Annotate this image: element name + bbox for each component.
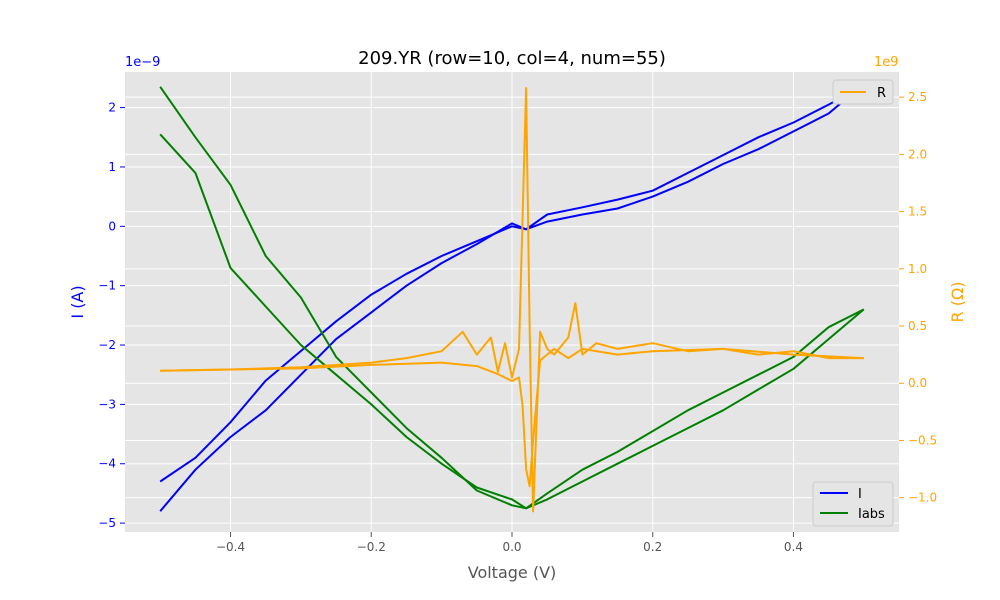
- y-left-tick-label: −4: [98, 457, 116, 471]
- series-line-r: [160, 87, 864, 513]
- series-line-iabs: [159, 133, 865, 510]
- y-left-tick-label: 0: [108, 219, 116, 233]
- y-left-tick-label: 2: [108, 101, 116, 115]
- series-layer: [159, 86, 865, 513]
- y-axis-left-label: I (A): [68, 285, 87, 318]
- y-right-tick-label: 1.0: [908, 262, 927, 276]
- left-axis-offset-text: 1e−9: [125, 55, 160, 70]
- y-right-tick-label: −1.0: [908, 491, 937, 505]
- y-left-tick-label: −2: [98, 338, 116, 352]
- x-tick-label: 0.2: [643, 540, 662, 554]
- x-tick-label: 0.4: [784, 540, 803, 554]
- x-axis-label: Voltage (V): [468, 563, 557, 582]
- y-left-tick-label: −1: [98, 279, 116, 293]
- series-line-i: [159, 89, 858, 483]
- legend-r-label: R: [877, 86, 886, 101]
- right-axis-offset-text: 1e9: [874, 55, 899, 70]
- y-left-tick-label: −5: [98, 516, 116, 530]
- y-right-tick-label: 0.5: [908, 319, 927, 333]
- y-right-tick-label: −0.5: [908, 433, 937, 447]
- legend-iabs-label: Iabs: [858, 507, 885, 522]
- axes-layer: −0.4 −0.2 0.0 0.2 0.4 −5 −4 −3 −2 −1 0 1 2 −1.0 −0.5 0.…: [98, 90, 937, 554]
- series-line-r: [160, 347, 864, 488]
- legend-i-label: I: [858, 487, 862, 502]
- x-tick-label: −0.4: [216, 540, 245, 554]
- legend-r: R: [832, 79, 894, 105]
- legend-current: I Iabs: [812, 481, 894, 527]
- y-axis-right-label: R (Ω): [948, 282, 967, 323]
- x-tick-label: 0.0: [502, 540, 521, 554]
- chart-title: 209.YR (row=10, col=4, num=55): [358, 48, 666, 69]
- x-tick-label: −0.2: [357, 540, 386, 554]
- y-right-tick-label: 2.5: [908, 90, 927, 104]
- y-right-tick-label: 0.0: [908, 376, 927, 390]
- y-left-tick-label: 1: [108, 160, 116, 174]
- y-left-tick-label: −3: [98, 397, 116, 411]
- series-line-iabs: [159, 86, 865, 510]
- y-right-tick-label: 1.5: [908, 205, 927, 219]
- series-line-i: [159, 88, 858, 512]
- y-right-tick-label: 2.0: [908, 147, 927, 161]
